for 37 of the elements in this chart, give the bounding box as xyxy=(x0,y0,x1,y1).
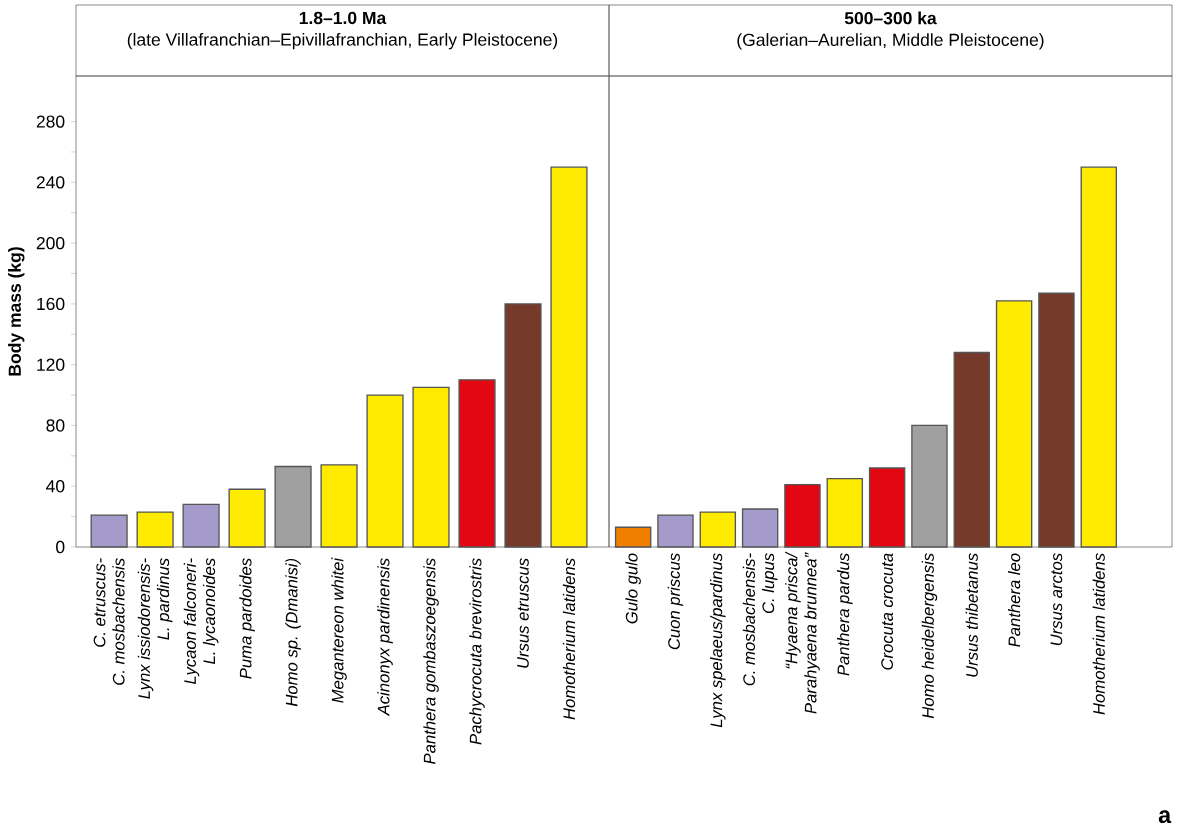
y-tick-label: 120 xyxy=(37,358,65,371)
x-tick-label: Panthera pardus xyxy=(837,553,853,676)
y-axis-title: Body mass (kg) xyxy=(8,247,25,376)
x-tick-label: Homotherium latidens xyxy=(562,558,576,720)
y-tick-label: 280 xyxy=(36,115,65,128)
x-tick-label: Pachycrocuta brevirostris xyxy=(469,558,485,745)
x-tick-label: Lynx spelaeus/pardinus xyxy=(710,553,726,728)
x-tick-label: Homo heidelbergensis xyxy=(921,553,938,719)
x-tick-label: “Hyaena prisca/ Parahyaena brunnea” xyxy=(785,551,820,714)
x-tick-label: Panthera leo xyxy=(1007,553,1021,647)
x-tick-label: Ursus thibetanus xyxy=(965,553,978,677)
x-tick-label: Cuon priscus xyxy=(667,553,684,650)
x-tick-label: Acinonyx pardinensis xyxy=(377,558,393,717)
x-tick-label: Puma pardoides xyxy=(239,558,255,679)
chart-subtitle: (late Villafranchian–Epivillafranchian, Early Pleistocene) xyxy=(127,32,558,50)
x-tick-label: Ursus arctos xyxy=(1050,553,1063,646)
x-tick-label: C. mosbachensis- C. lupus xyxy=(742,553,778,686)
chart-title: 500–300 ka xyxy=(844,11,937,25)
y-tick-label: 0 xyxy=(56,540,65,554)
x-tick-label: Crocuta crocuta xyxy=(881,553,894,670)
x-tick-label: Gulo gulo xyxy=(625,553,641,624)
x-tick-label: Lynx issiodorensis- L. pardinus xyxy=(137,558,173,699)
chart-subtitle: (Galerian–Aurelian, Middle Pleistocene) xyxy=(737,33,1044,50)
y-tick-label: 160 xyxy=(37,297,65,311)
chart-title: 1.8–1.0 Ma xyxy=(299,11,387,25)
x-tick-label: Panthera gombaszoegensis xyxy=(423,558,439,764)
y-tick-label: 200 xyxy=(36,236,65,250)
x-tick-label: Megantereon whitei xyxy=(331,557,347,703)
x-tick-label: Homo sp. (Dmanisi) xyxy=(285,558,301,707)
y-tick-label: 240 xyxy=(36,176,65,189)
x-tick-label: Ursus etruscus xyxy=(517,558,529,668)
x-tick-label: Homotherium latidens xyxy=(1092,553,1105,715)
text: a xyxy=(1158,810,1172,824)
x-tick-label: Lycaon falconeri- L. lycaonoides xyxy=(183,558,219,684)
y-tick-label: 80 xyxy=(46,419,65,432)
y-tick-label: 40 xyxy=(46,480,65,493)
x-tick-label: C. etruscus- C. mosbachensis xyxy=(93,558,125,685)
